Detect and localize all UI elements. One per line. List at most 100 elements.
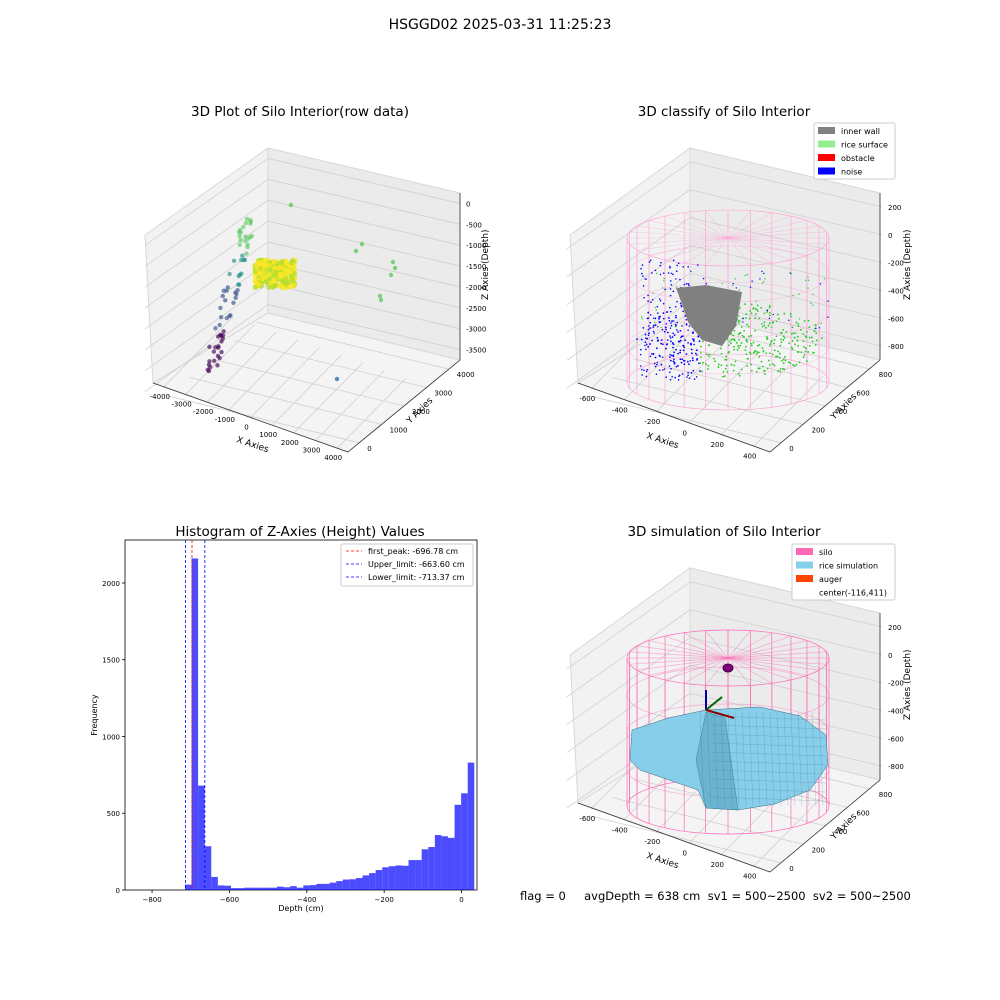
data-point xyxy=(279,277,285,283)
classified-point xyxy=(690,372,693,374)
classified-point xyxy=(654,306,656,309)
silo-spoke xyxy=(664,657,729,681)
classified-point xyxy=(761,282,764,284)
classified-point xyxy=(810,336,813,339)
classified-point xyxy=(776,313,779,316)
noise-point xyxy=(644,344,646,347)
noise-point xyxy=(656,305,659,308)
classified-point xyxy=(669,340,672,343)
classified-point xyxy=(792,363,794,366)
data-point xyxy=(243,238,248,244)
classified-point xyxy=(655,309,657,311)
classified-point xyxy=(770,340,772,343)
classified-point xyxy=(673,351,676,354)
classified-point xyxy=(725,364,728,367)
classified-point xyxy=(764,278,766,280)
classified-point xyxy=(737,372,740,375)
classified-point xyxy=(705,363,708,366)
histogram-xtick: −800 xyxy=(142,896,161,904)
noise-point xyxy=(662,317,665,320)
data-point xyxy=(278,271,284,278)
noise-point xyxy=(685,282,688,285)
classified-point xyxy=(679,351,681,354)
simulation-ztick: -400 xyxy=(888,707,904,715)
histogram-bar xyxy=(309,885,317,890)
classified-point xyxy=(642,326,645,329)
histogram-bar xyxy=(401,865,409,890)
classified-point xyxy=(675,286,678,288)
classified-point xyxy=(726,370,729,373)
noise-point xyxy=(645,370,648,373)
noise-point xyxy=(671,375,673,378)
noise-point xyxy=(661,328,664,331)
data-point xyxy=(218,305,223,311)
classified-point xyxy=(761,347,764,350)
noise-point xyxy=(681,373,684,375)
classify-legend-label: rice surface xyxy=(841,141,888,150)
data-point xyxy=(257,260,263,266)
data-point xyxy=(266,272,272,278)
classified-point xyxy=(803,354,806,356)
noise-point xyxy=(676,300,678,303)
noise-point xyxy=(672,290,675,293)
classified-point xyxy=(672,343,675,346)
histogram-bar xyxy=(211,876,218,890)
noise-point xyxy=(642,285,645,287)
classified-point xyxy=(651,339,653,342)
data-point xyxy=(392,265,398,271)
noise-point xyxy=(665,328,667,331)
silo-spoke xyxy=(705,237,729,266)
histogram-xtick: −600 xyxy=(220,896,239,904)
noise-point xyxy=(683,283,686,286)
classified-point xyxy=(666,311,669,313)
classified-point xyxy=(763,272,765,275)
noise-point xyxy=(672,332,674,335)
classified-point xyxy=(747,357,749,360)
classified-point xyxy=(805,330,808,333)
silo-spoke xyxy=(727,212,772,239)
classified-point xyxy=(654,317,657,320)
data-point xyxy=(272,282,279,288)
noise-point xyxy=(661,356,664,359)
noise-point xyxy=(685,324,688,326)
classified-point xyxy=(758,367,761,370)
simulation-ztick: -600 xyxy=(888,735,904,743)
noise-point xyxy=(665,323,668,325)
data-point xyxy=(218,315,224,320)
classified-point xyxy=(773,342,775,345)
noise-point xyxy=(668,365,671,367)
classified-point xyxy=(763,321,766,324)
noise-point xyxy=(643,296,645,299)
simulation-ytick: 800 xyxy=(879,791,892,799)
classified-point xyxy=(766,367,769,370)
simulation-legend-label: center(-116,411) xyxy=(819,589,887,598)
classified-point xyxy=(669,327,672,329)
histogram-bar xyxy=(224,885,231,890)
noise-point xyxy=(689,359,692,362)
classified-point xyxy=(673,334,676,337)
classify-ztick: -200 xyxy=(888,260,904,268)
classified-point xyxy=(815,332,818,335)
classified-point xyxy=(807,287,809,289)
data-point xyxy=(289,260,295,266)
noise-point xyxy=(655,373,658,376)
classified-point xyxy=(702,277,705,280)
classified-point xyxy=(737,333,740,336)
histogram-bar xyxy=(270,887,278,890)
noise-point xyxy=(649,314,652,316)
histogram-ytick: 1000 xyxy=(102,733,120,741)
raw-xtick: 1000 xyxy=(259,431,277,439)
noise-point xyxy=(688,377,691,379)
classified-point xyxy=(731,284,734,287)
data-point xyxy=(288,202,294,208)
noise-point xyxy=(651,272,653,274)
silo-spoke xyxy=(636,237,729,251)
noise-point xyxy=(657,312,659,314)
x-axis-arrow xyxy=(705,709,735,719)
classified-point xyxy=(807,319,810,322)
noise-point xyxy=(673,358,675,361)
histogram-ylabel: Frequency xyxy=(90,694,99,736)
classified-point xyxy=(660,363,663,366)
histogram-bar xyxy=(428,847,435,890)
noise-point xyxy=(669,378,672,381)
